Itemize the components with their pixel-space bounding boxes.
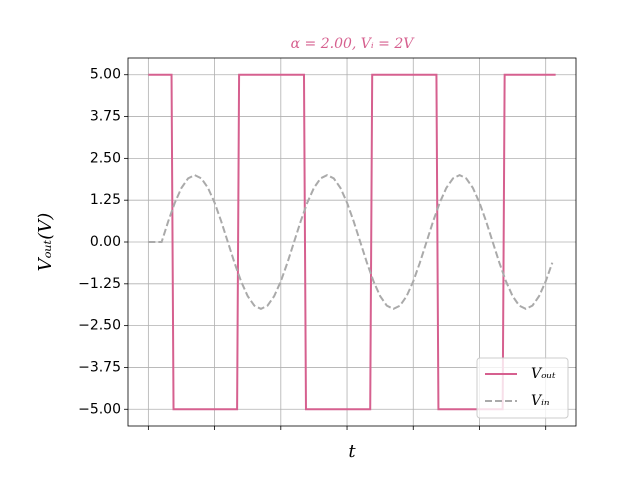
y-axis-label: Vₒᵤₜ(V) — [35, 213, 56, 272]
y-tick-label: −3.75 — [78, 359, 121, 375]
legend: Vₒᵤₜ Vᵢₙ — [476, 357, 569, 419]
y-tick-label: 5.00 — [90, 67, 121, 83]
y-tick-label: −2.50 — [78, 318, 121, 334]
y-tick-label: 0.00 — [90, 234, 121, 250]
series-line — [148, 173, 554, 311]
y-tick-label: 3.75 — [90, 109, 121, 125]
x-axis-label: t — [348, 441, 356, 462]
chart-title: α = 2.00, Vᵢ = 2V — [291, 36, 416, 52]
axes-frame — [127, 57, 577, 427]
legend-label: Vᵢₙ — [531, 393, 550, 409]
y-tick-label: 2.50 — [90, 150, 121, 166]
y-tick-label: 1.25 — [90, 192, 121, 208]
y-tick-label: −1.25 — [78, 276, 121, 292]
y-tick-label: −5.00 — [78, 401, 121, 417]
legend-label: Vₒᵤₜ — [531, 366, 556, 382]
